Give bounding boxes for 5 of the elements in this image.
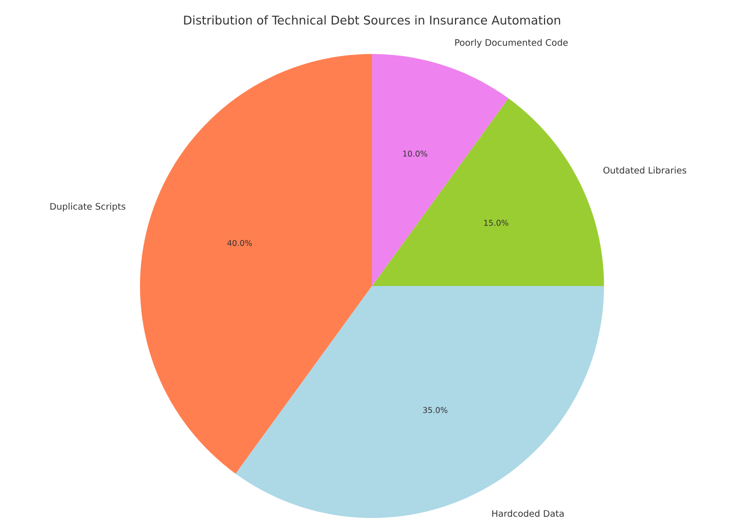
slice-label: Hardcoded Data — [492, 510, 564, 517]
slice-label: Outdated Libraries — [603, 166, 686, 174]
slice-label: Duplicate Scripts — [50, 202, 126, 212]
slice-label: Poorly Documented Code — [455, 38, 568, 48]
chart-title: Distribution of Technical Debt Sources in Insurance Automation — [184, 15, 560, 25]
